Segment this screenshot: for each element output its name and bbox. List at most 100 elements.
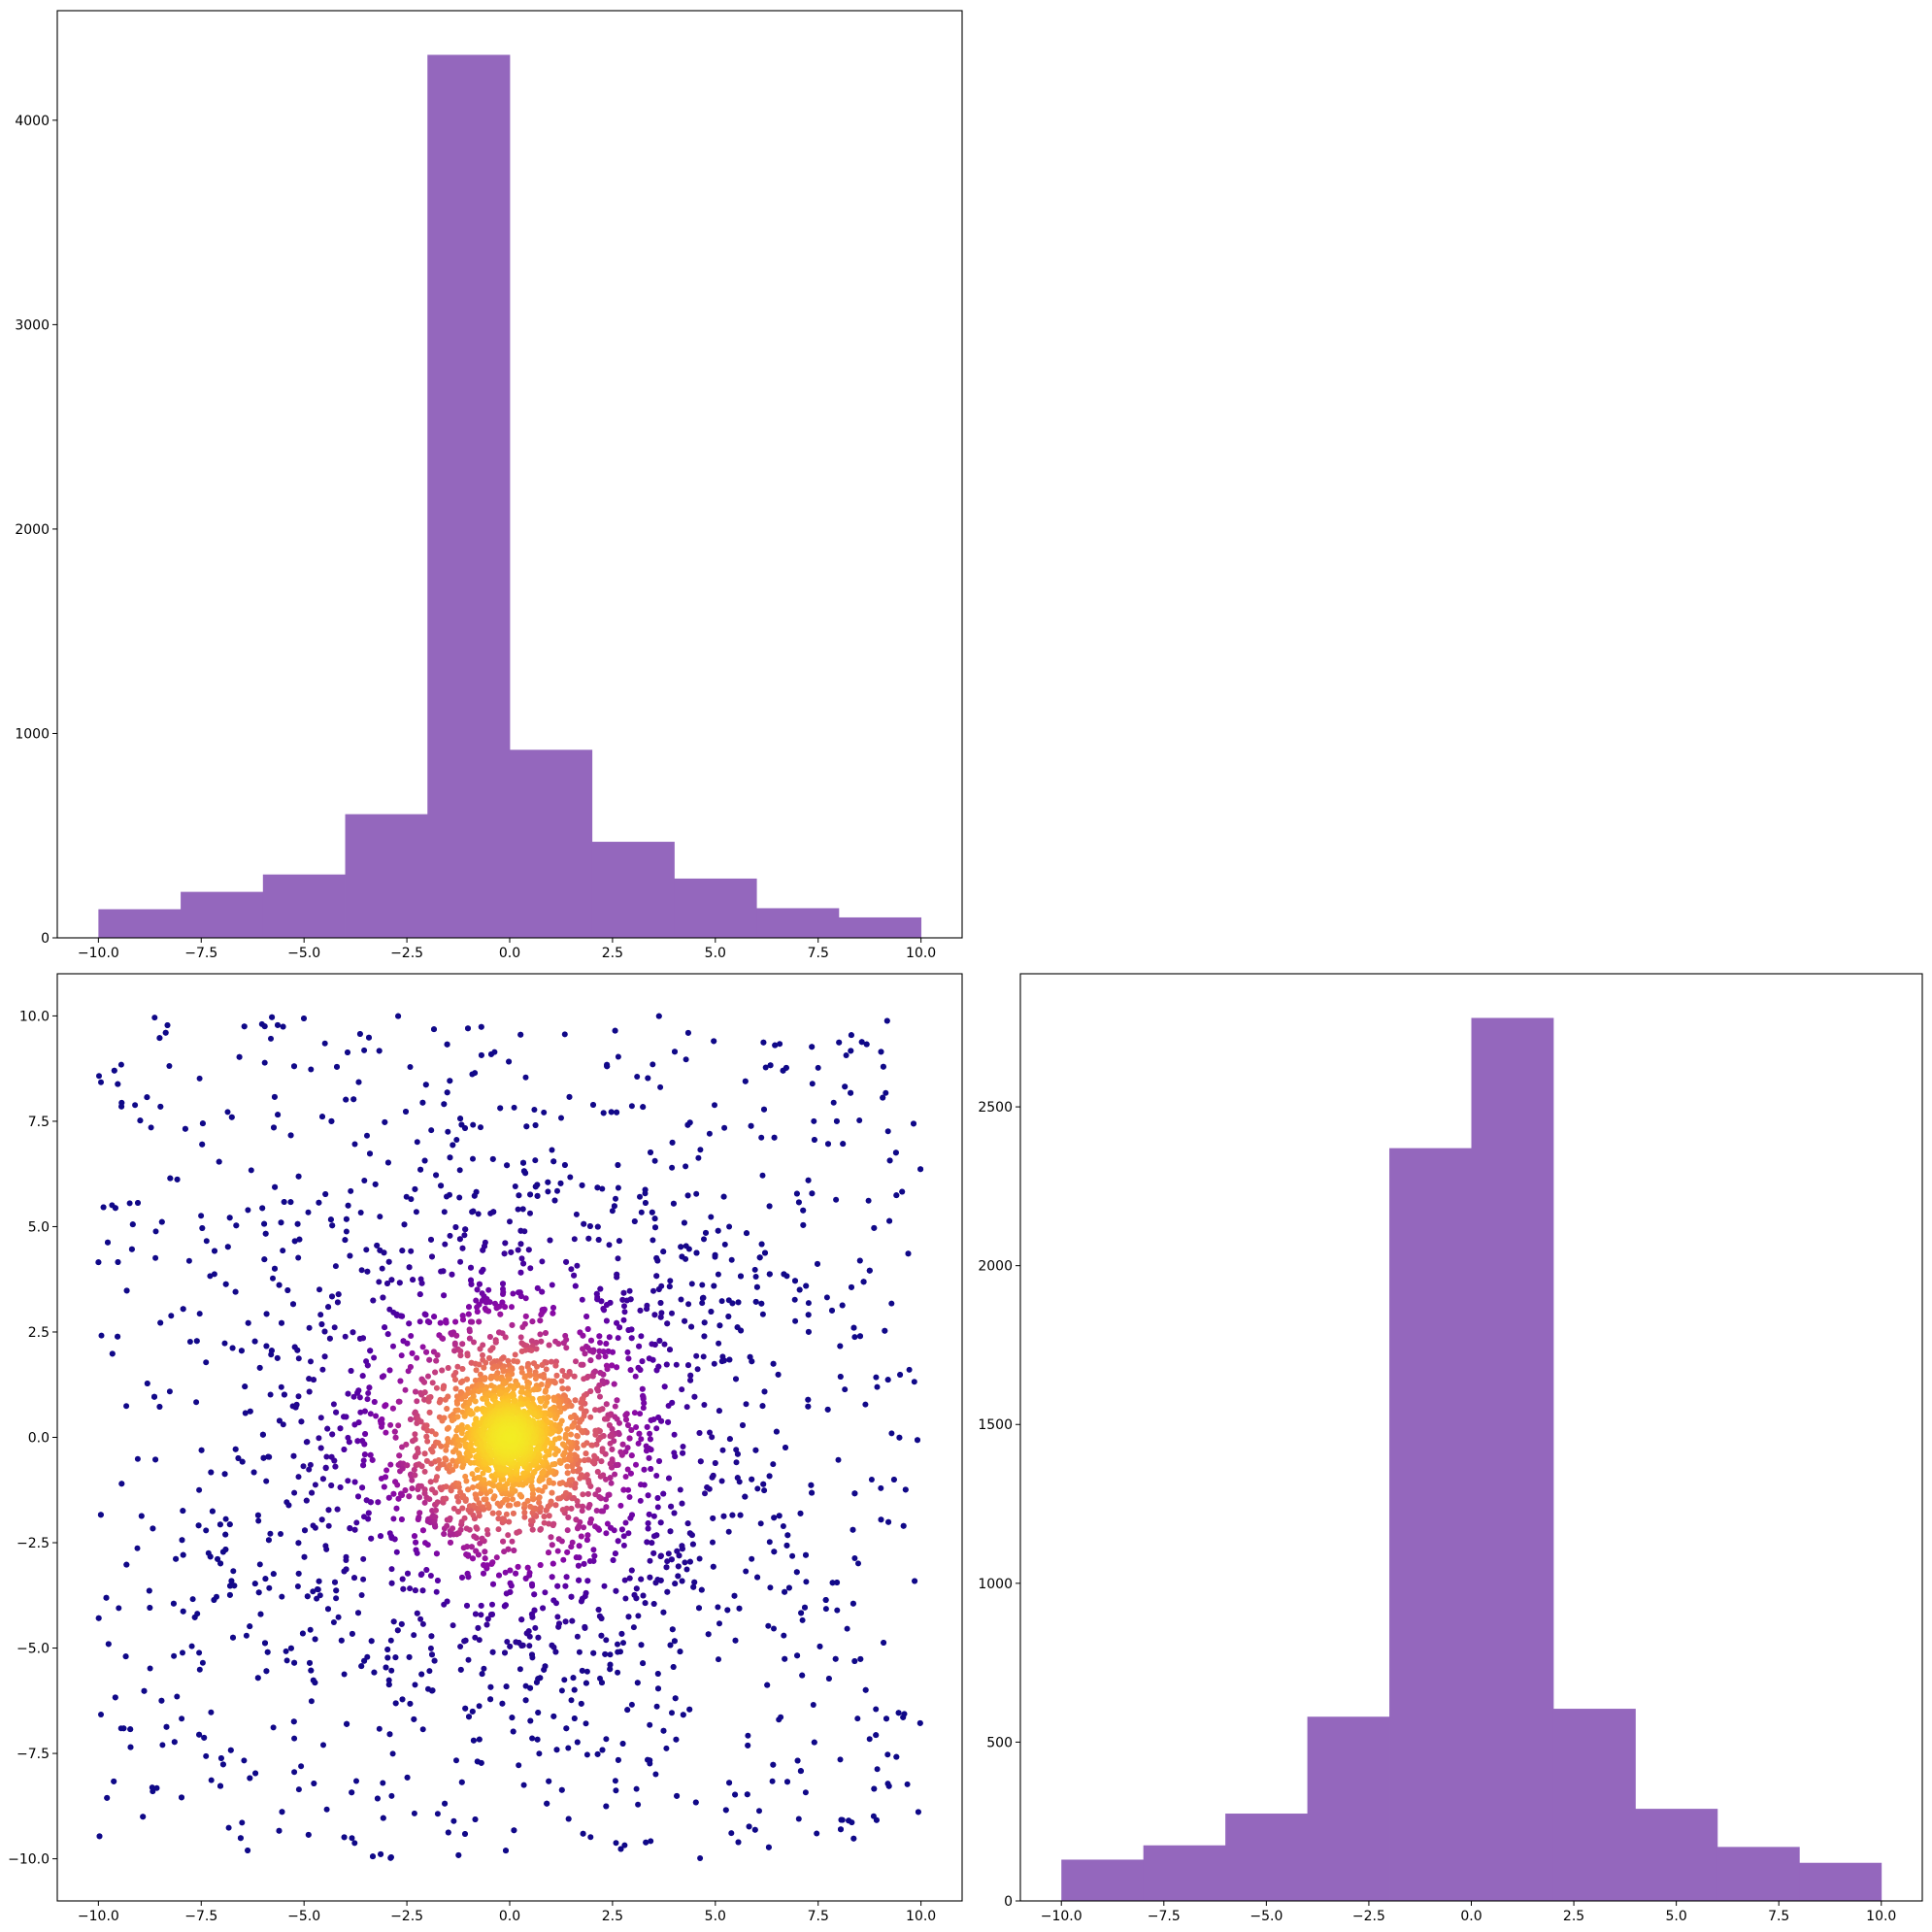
- scatter-point: [406, 1653, 413, 1660]
- scatter-point: [450, 1622, 456, 1629]
- scatter-point: [661, 1341, 668, 1348]
- scatter-point: [574, 1468, 581, 1475]
- scatter-point: [761, 1487, 768, 1494]
- scatter-point: [432, 1369, 439, 1376]
- scatter-point: [627, 1367, 634, 1374]
- scatter-point: [679, 1543, 685, 1549]
- scatter-point: [715, 1227, 721, 1234]
- scatter-point: [100, 1204, 107, 1211]
- scatter-point: [603, 1496, 610, 1503]
- scatter-point: [144, 1094, 150, 1101]
- scatter-point: [379, 1416, 385, 1422]
- scatter-point: [620, 1316, 627, 1323]
- scatter-point: [814, 1830, 820, 1837]
- scatter-point: [263, 1343, 270, 1349]
- scatter-point: [180, 1608, 186, 1615]
- scatter-point: [613, 1587, 619, 1594]
- scatter-point: [480, 1504, 486, 1511]
- scatter-point: [466, 1304, 472, 1311]
- scatter-point: [141, 1687, 148, 1694]
- scatter-point: [387, 1461, 394, 1468]
- scatter-point: [648, 1416, 654, 1423]
- scatter-point: [657, 1552, 664, 1559]
- scatter-point: [112, 1205, 118, 1212]
- scatter-point: [364, 1653, 371, 1660]
- scatter-point: [384, 1159, 391, 1166]
- scatter-point: [425, 1685, 431, 1692]
- scatter-point: [616, 1238, 622, 1245]
- scatter-point: [379, 1265, 385, 1272]
- scatter-point: [311, 1781, 317, 1786]
- scatter-point: [433, 1588, 440, 1595]
- scatter-point: [588, 1337, 594, 1344]
- scatter-point: [543, 1366, 550, 1373]
- scatter-point: [272, 1183, 279, 1190]
- scatter-point: [419, 1527, 426, 1534]
- scatter-point: [367, 1499, 374, 1506]
- scatter-point: [642, 1600, 649, 1607]
- scatter-point: [738, 1273, 744, 1280]
- scatter-point: [185, 1257, 192, 1264]
- scatter-point: [795, 1199, 802, 1206]
- scatter-point: [564, 1549, 571, 1555]
- scatter-point: [735, 1839, 742, 1846]
- scatter-point: [444, 1193, 450, 1200]
- scatter-point: [642, 1190, 649, 1197]
- top-hist-bar: [181, 891, 264, 938]
- scatter-point: [357, 1409, 364, 1416]
- scatter-point: [811, 1117, 817, 1124]
- scatter-point: [431, 1314, 438, 1320]
- scatter-point: [123, 1403, 130, 1410]
- scatter-point: [457, 1352, 464, 1359]
- scatter-point: [641, 1400, 648, 1407]
- scatter-point: [411, 1715, 417, 1722]
- scatter-point: [414, 1139, 420, 1146]
- scatter-point: [638, 1482, 644, 1488]
- scatter-point: [363, 1247, 370, 1253]
- scatter-point: [911, 1120, 916, 1127]
- scatter-point: [688, 1323, 695, 1330]
- scatter-point: [308, 1358, 314, 1365]
- scatter-point: [455, 1498, 462, 1505]
- scatter-point: [492, 1339, 499, 1346]
- scatter-point: [417, 1166, 424, 1173]
- scatter-point: [752, 1447, 759, 1453]
- scatter-point: [697, 1458, 704, 1465]
- scatter-point: [501, 1250, 508, 1257]
- scatter-point: [214, 1593, 219, 1600]
- scatter-point: [495, 1516, 502, 1522]
- scatter-point: [447, 1462, 452, 1469]
- scatter-point: [361, 1441, 368, 1448]
- scatter-point: [395, 1422, 402, 1429]
- scatter-point: [466, 1714, 472, 1720]
- scatter-point: [321, 1040, 328, 1047]
- scatter-point: [590, 1547, 597, 1553]
- scatter-point: [771, 1625, 777, 1632]
- scatter-point: [105, 1239, 111, 1246]
- scatter-point: [769, 1778, 776, 1784]
- scatter-point: [487, 1488, 494, 1494]
- scatter-point: [355, 1387, 362, 1394]
- scatter-point: [551, 1397, 557, 1404]
- scatter-point: [307, 1461, 314, 1468]
- scatter-point: [625, 1530, 632, 1537]
- scatter-point: [431, 1026, 437, 1033]
- scatter-point: [486, 1299, 493, 1306]
- scatter-point: [285, 1502, 292, 1509]
- scatter-point: [803, 1579, 810, 1585]
- scatter-point: [254, 1512, 261, 1518]
- scatter-point: [384, 1331, 391, 1338]
- scatter-point: [514, 1358, 520, 1365]
- scatter-point: [476, 1361, 483, 1368]
- scatter-point: [324, 1425, 331, 1432]
- scatter-point: [510, 1496, 516, 1503]
- scatter-point: [761, 1106, 767, 1113]
- scatter-point: [846, 1817, 852, 1824]
- scatter-point: [441, 1209, 448, 1216]
- scatter-point: [531, 1607, 538, 1614]
- scatter-point: [613, 1462, 619, 1469]
- scatter-point: [287, 1645, 294, 1651]
- scatter-point: [454, 1363, 461, 1370]
- scatter-point: [319, 1114, 325, 1120]
- scatter-point: [893, 1192, 900, 1199]
